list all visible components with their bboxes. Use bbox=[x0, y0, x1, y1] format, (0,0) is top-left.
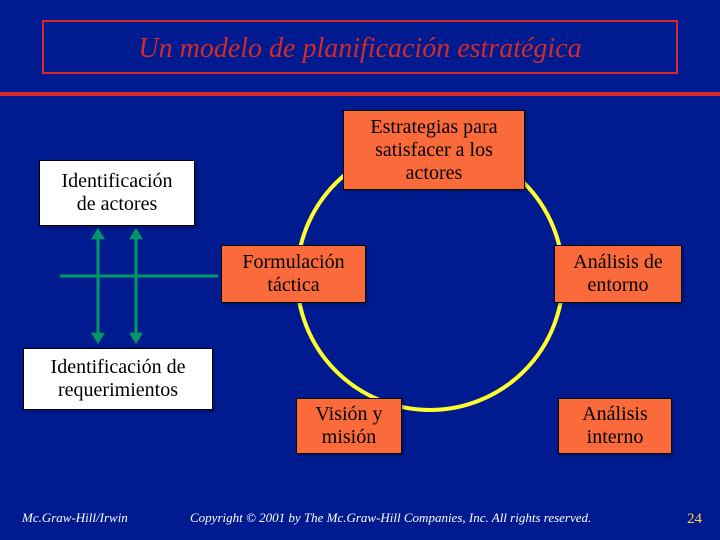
slide: Un modelo de planificación estratégica M… bbox=[0, 0, 720, 540]
footer-page-number: 24 bbox=[687, 511, 702, 528]
slide-title-text: Un modelo de planificación estratégica bbox=[138, 33, 581, 64]
node-analisis-entorno: Análisis deentorno bbox=[554, 245, 682, 303]
node-formulacion-tactica: Formulacióntáctica bbox=[221, 245, 366, 303]
node-line: Estrategias para bbox=[344, 116, 524, 139]
node-line: Formulación bbox=[222, 251, 365, 274]
footer-center: Copyright © 2001 by The Mc.Graw-Hill Com… bbox=[190, 510, 591, 526]
footer-page-text: 24 bbox=[687, 511, 702, 527]
node-line: Identificación de bbox=[24, 356, 212, 379]
slide-title: Un modelo de planificación estratégica bbox=[42, 20, 678, 74]
footer-left: Mc.Graw-Hill/Irwin bbox=[22, 510, 128, 526]
node-identificacion-requerimientos: Identificación derequerimientos bbox=[23, 348, 213, 410]
footer-center-text: Copyright © 2001 by The Mc.Graw-Hill Com… bbox=[190, 510, 591, 525]
node-line: interno bbox=[559, 426, 671, 449]
node-line: requerimientos bbox=[24, 379, 212, 402]
node-estrategias: Estrategias parasatisfacer a losactores bbox=[343, 110, 525, 190]
node-line: entorno bbox=[555, 274, 681, 297]
footer-left-text: Mc.Graw-Hill/Irwin bbox=[22, 510, 128, 525]
node-identificacion-actores: Identificaciónde actores bbox=[39, 160, 195, 226]
node-vision-mision: Visión ymisión bbox=[296, 398, 402, 454]
node-line: Análisis de bbox=[555, 251, 681, 274]
node-line: satisfacer a los bbox=[344, 139, 524, 162]
node-line: Identificación bbox=[40, 170, 194, 193]
node-line: de actores bbox=[40, 193, 194, 216]
divider-line bbox=[0, 92, 720, 96]
node-analisis-interno: Análisisinterno bbox=[558, 398, 672, 454]
node-line: táctica bbox=[222, 274, 365, 297]
node-line: Análisis bbox=[559, 403, 671, 426]
node-line: actores bbox=[344, 162, 524, 185]
node-line: misión bbox=[297, 426, 401, 449]
node-line: Visión y bbox=[297, 403, 401, 426]
